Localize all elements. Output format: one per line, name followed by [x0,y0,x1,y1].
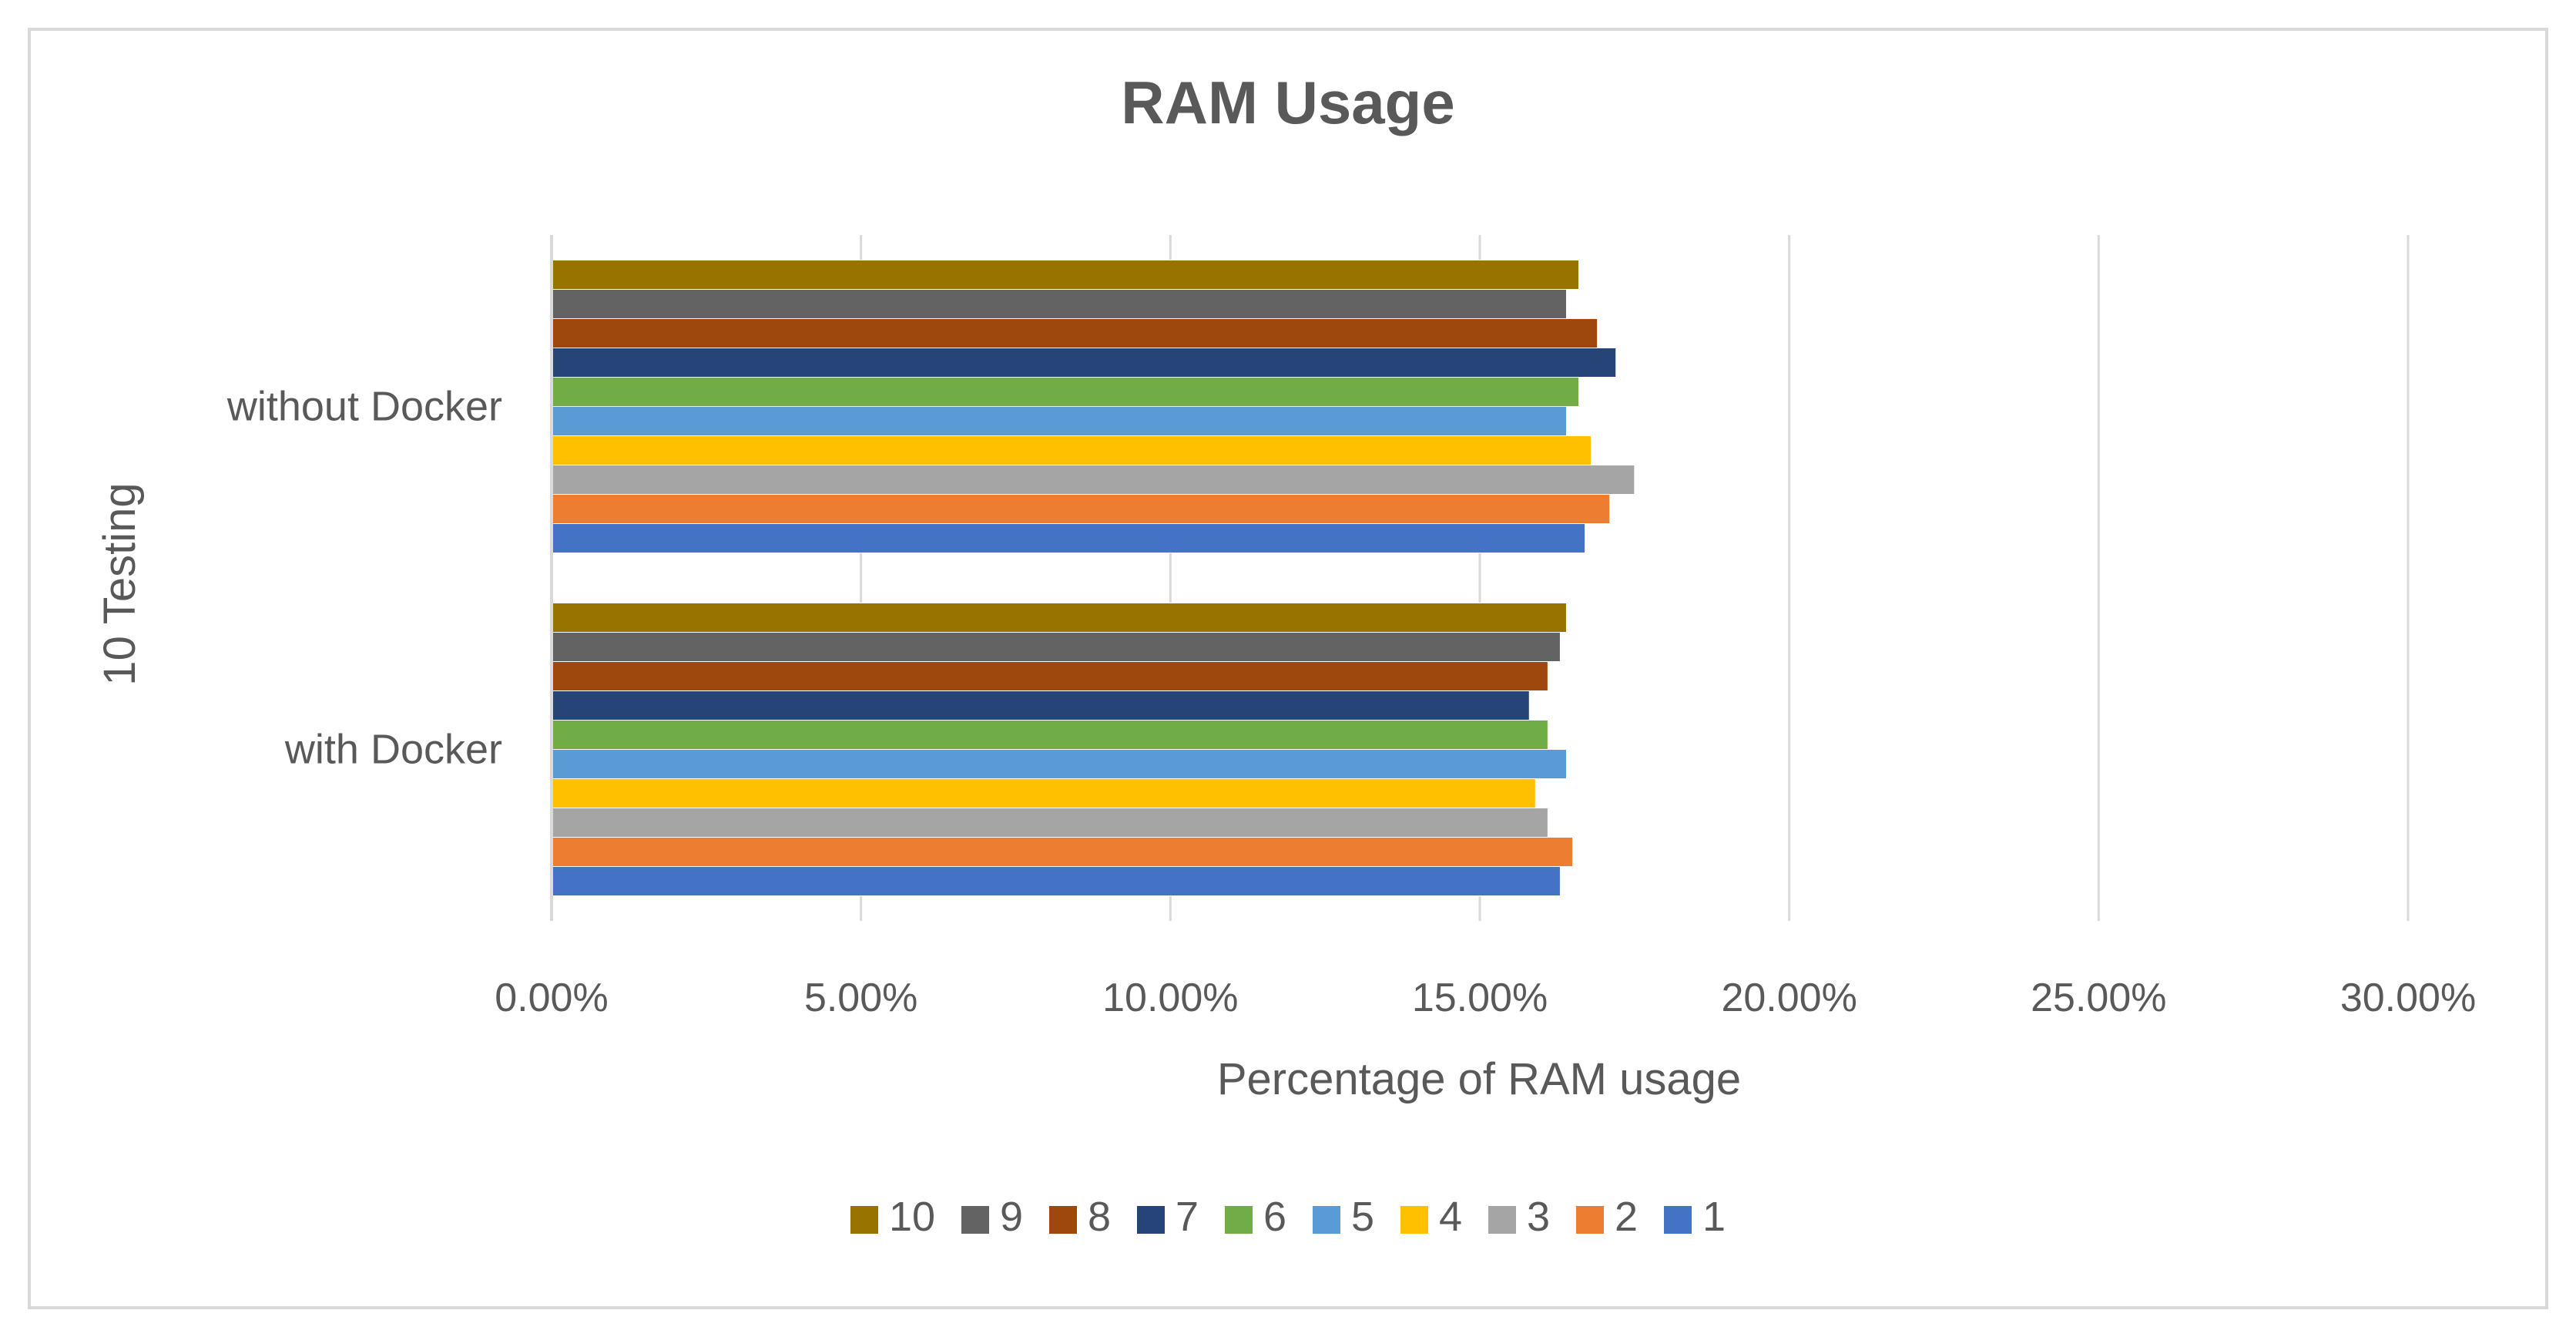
legend-swatch-9 [961,1206,989,1234]
bar-series-4 [551,778,1536,808]
bar-series-7 [551,690,1530,721]
legend-swatch-7 [1137,1206,1165,1234]
x-tick-label: 0.00% [495,976,608,1020]
y-category-label: with Docker [284,727,502,773]
legend-label-3: 3 [1527,1194,1550,1240]
legend-swatch-8 [1049,1206,1077,1234]
legend-label-7: 7 [1176,1194,1199,1240]
bar-series-1 [551,523,1586,553]
x-tick-label: 20.00% [1721,976,1857,1020]
legend-label-2: 2 [1615,1194,1638,1240]
x-tick-label: 5.00% [804,976,917,1020]
bars [551,260,1635,896]
legend-swatch-6 [1225,1206,1253,1234]
bar-series-5 [551,406,1567,436]
legend-label-8: 8 [1088,1194,1111,1240]
x-tick-label: 25.00% [2031,976,2166,1020]
legend-label-5: 5 [1351,1194,1374,1240]
x-tick-label: 10.00% [1102,976,1238,1020]
legend-label-6: 6 [1263,1194,1286,1240]
legend-label-4: 4 [1439,1194,1462,1240]
bar-series-9 [551,289,1567,319]
bar-series-8 [551,661,1548,691]
x-tick-label: 15.00% [1412,976,1548,1020]
x-tick-label: 30.00% [2340,976,2476,1020]
bar-series-3 [551,808,1548,838]
legend-swatch-4 [1400,1206,1428,1234]
legend-label-1: 1 [1702,1194,1726,1240]
bar-series-5 [551,749,1567,779]
bar-series-4 [551,435,1592,465]
bar-series-8 [551,318,1598,348]
bar-series-2 [551,837,1573,867]
bar-series-10 [551,260,1580,290]
chart-title: RAM Usage [1121,69,1454,136]
y-axis-title: 10 Testing [95,482,145,685]
axes: 0.00% 5.00% 10.00% 15.00% 20.00% 25.00% 30.00%… [226,235,2476,1020]
legend-swatch-2 [1576,1206,1604,1234]
bar-series-6 [551,377,1580,407]
bar-series-2 [551,494,1611,524]
bar-series-3 [551,465,1635,495]
x-axis-title: Percentage of RAM usage [1217,1054,1741,1104]
bar-series-1 [551,866,1561,896]
legend-swatch-1 [1664,1206,1692,1234]
legend-swatch-10 [850,1206,878,1234]
bar-series-7 [551,348,1617,378]
bar-series-10 [551,603,1567,633]
legend-label-9: 9 [1000,1194,1023,1240]
y-category-label: without Docker [226,384,502,430]
bar-series-6 [551,720,1548,750]
bar-series-9 [551,632,1561,662]
legend-label-10: 10 [889,1194,935,1240]
legend-swatch-3 [1488,1206,1516,1234]
legend: 10 9 8 7 6 5 4 3 2 1 [850,1194,1726,1240]
legend-swatch-5 [1313,1206,1340,1234]
